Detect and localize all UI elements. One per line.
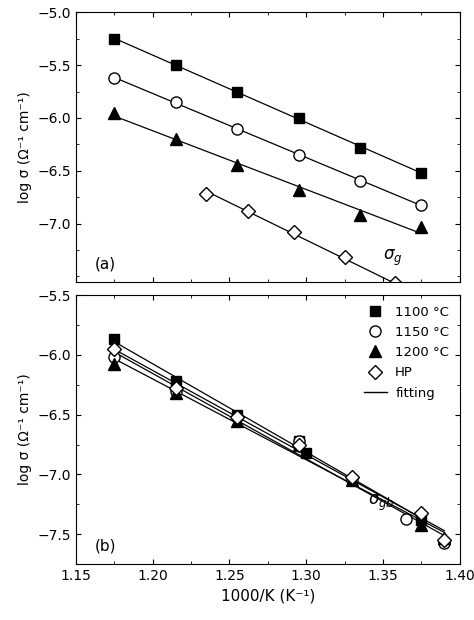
- Text: $\sigma_{gb}$: $\sigma_{gb}$: [368, 493, 394, 513]
- X-axis label: 1000/K (K⁻¹): 1000/K (K⁻¹): [220, 588, 315, 604]
- Text: (b): (b): [95, 539, 117, 554]
- Legend: 1100 °C, 1150 °C, 1200 °C, HP, fitting: 1100 °C, 1150 °C, 1200 °C, HP, fitting: [360, 301, 453, 404]
- Text: (a): (a): [95, 256, 116, 271]
- Y-axis label: log σ (Ω⁻¹ cm⁻¹): log σ (Ω⁻¹ cm⁻¹): [18, 374, 32, 485]
- Text: $\sigma_g$: $\sigma_g$: [383, 248, 402, 268]
- Y-axis label: log σ (Ω⁻¹ cm⁻¹): log σ (Ω⁻¹ cm⁻¹): [18, 91, 32, 203]
